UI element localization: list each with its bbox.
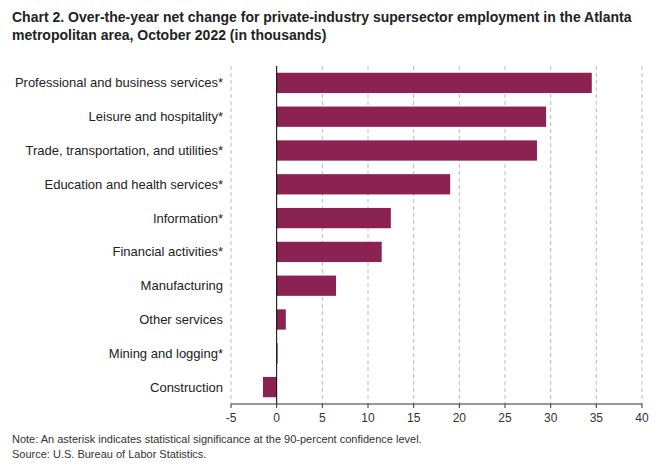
category-label: Trade, transportation, and utilities*: [25, 143, 223, 158]
category-label: Information*: [153, 211, 223, 226]
bar: [277, 242, 382, 262]
grid-line: [231, 66, 232, 404]
x-tick-label: 25: [498, 411, 512, 425]
x-tick: [231, 404, 232, 408]
zero-line: [276, 66, 277, 404]
bar: [277, 107, 546, 127]
bar: [277, 208, 391, 228]
bars: [263, 73, 592, 397]
x-tick-label: 40: [635, 411, 649, 425]
x-tick: [368, 404, 369, 408]
x-tick-label: 5: [319, 411, 326, 425]
x-tick-label: -5: [226, 411, 237, 425]
chart: Chart 2. Over-the-year net change for pr…: [0, 0, 666, 468]
category-label: Education and health services*: [44, 177, 223, 192]
annotation: Source: U.S. Bureau of Labor Statistics.: [12, 448, 206, 460]
grid-line: [642, 66, 643, 404]
x-axis-line: [231, 404, 642, 405]
bar: [277, 174, 451, 194]
title: Chart 2. Over-the-year net change for pr…: [12, 9, 632, 43]
grid: [231, 66, 642, 404]
bar: [277, 140, 537, 160]
category-label: Manufacturing: [141, 278, 223, 293]
category-label: Construction: [150, 380, 223, 395]
x-tick: [276, 404, 277, 408]
bar: [277, 309, 286, 329]
bar: [277, 276, 336, 296]
bar: [277, 73, 592, 93]
background: [0, 0, 666, 468]
bar: [263, 377, 277, 397]
x-tick-label: 35: [590, 411, 604, 425]
x-tick: [322, 404, 323, 408]
grid-line: [550, 66, 551, 404]
x-tick-label: 0: [273, 411, 280, 425]
x-tick: [596, 404, 597, 408]
category-label: Mining and logging*: [109, 346, 223, 361]
grid-line: [596, 66, 597, 404]
x-tick: [550, 404, 551, 408]
x-tick: [642, 404, 643, 408]
x-tick-label: 30: [544, 411, 558, 425]
x-tick: [459, 404, 460, 408]
x-tick-label: 20: [453, 411, 467, 425]
x-tick: [505, 404, 506, 408]
x-tick: [413, 404, 414, 408]
x-tick-label: 15: [407, 411, 421, 425]
x-tick-label: 10: [361, 411, 375, 425]
category-label: Other services: [139, 312, 223, 327]
annotation: Note: An asterisk indicates statistical …: [12, 433, 422, 445]
category-label: Leisure and hospitality*: [89, 109, 223, 124]
category-label: Financial activities*: [112, 244, 223, 259]
category-label: Professional and business services*: [15, 75, 223, 90]
